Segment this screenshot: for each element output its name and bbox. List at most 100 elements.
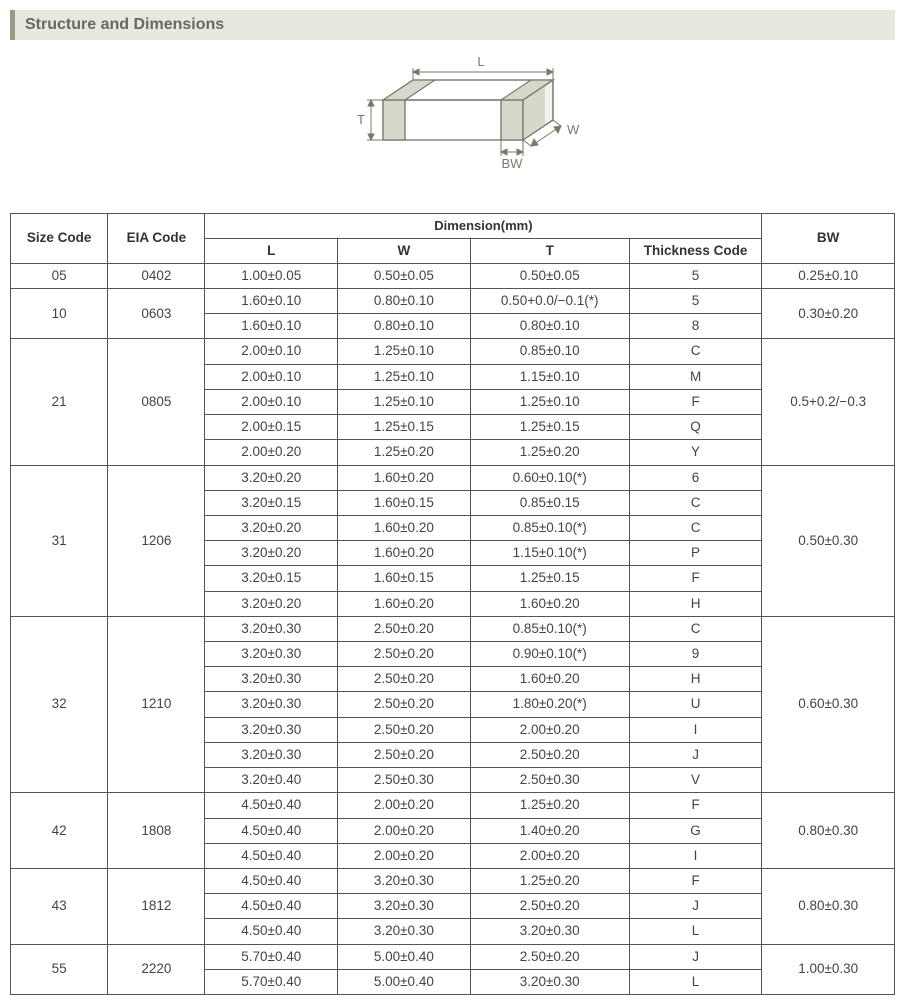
cell-th: M [629, 364, 762, 389]
cell-T: 0.85±0.10(*) [470, 616, 629, 641]
table-row: 3212103.20±0.302.50±0.200.85±0.10(*)C0.6… [11, 616, 895, 641]
cell-W: 2.50±0.20 [338, 642, 471, 667]
cell-L: 5.70±0.40 [205, 969, 338, 994]
cell-L: 3.20±0.40 [205, 768, 338, 793]
cell-T: 1.80±0.20(*) [470, 692, 629, 717]
cell-T: 1.25±0.15 [470, 415, 629, 440]
cell-th: C [629, 490, 762, 515]
cell-L: 1.60±0.10 [205, 288, 338, 313]
cell-T: 3.20±0.30 [470, 969, 629, 994]
cell-th: 5 [629, 263, 762, 288]
cell-th: Q [629, 415, 762, 440]
cell-T: 2.50±0.20 [470, 742, 629, 767]
cell-W: 0.50±0.05 [338, 263, 471, 288]
cell-L: 3.20±0.30 [205, 642, 338, 667]
cell-W: 2.50±0.20 [338, 742, 471, 767]
cell-W: 2.50±0.30 [338, 768, 471, 793]
cell-T: 2.50±0.30 [470, 768, 629, 793]
table-row: 4318124.50±0.403.20±0.301.25±0.20F0.80±0… [11, 869, 895, 894]
cell-L: 3.20±0.30 [205, 742, 338, 767]
cell-L: 2.00±0.10 [205, 339, 338, 364]
cell-T: 1.15±0.10 [470, 364, 629, 389]
cell-W: 1.60±0.20 [338, 591, 471, 616]
cell-T: 2.00±0.20 [470, 717, 629, 742]
cell-W: 1.60±0.15 [338, 490, 471, 515]
cell-T: 0.80±0.10 [470, 314, 629, 339]
cell-th: I [629, 717, 762, 742]
cell-W: 2.00±0.20 [338, 843, 471, 868]
table-body: 0504021.00±0.050.50±0.050.50±0.0550.25±0… [11, 263, 895, 994]
cell-W: 2.50±0.20 [338, 692, 471, 717]
cell-eia-code: 1206 [108, 465, 205, 616]
dimensions-table: Size Code EIA Code Dimension(mm) BW L W … [10, 213, 895, 995]
cell-W: 3.20±0.30 [338, 894, 471, 919]
cell-L: 3.20±0.20 [205, 465, 338, 490]
cell-L: 2.00±0.20 [205, 440, 338, 465]
cell-L: 3.20±0.15 [205, 566, 338, 591]
cell-L: 3.20±0.20 [205, 541, 338, 566]
cell-L: 3.20±0.30 [205, 717, 338, 742]
cell-eia-code: 0603 [108, 288, 205, 338]
table-row: 1006031.60±0.100.80±0.100.50+0.0/−0.1(*)… [11, 288, 895, 313]
dimension-diagram: L T W BW [10, 50, 895, 195]
table-row: 3112063.20±0.201.60±0.200.60±0.10(*)60.5… [11, 465, 895, 490]
table-row: 0504021.00±0.050.50±0.050.50±0.0550.25±0… [11, 263, 895, 288]
cell-th: L [629, 969, 762, 994]
cell-W: 1.60±0.20 [338, 541, 471, 566]
cell-L: 4.50±0.40 [205, 919, 338, 944]
col-header-W: W [338, 238, 471, 263]
cell-L: 1.00±0.05 [205, 263, 338, 288]
cell-bw: 0.80±0.30 [762, 793, 895, 869]
cell-th: F [629, 869, 762, 894]
cell-bw: 0.50±0.30 [762, 465, 895, 616]
cell-W: 2.00±0.20 [338, 818, 471, 843]
cell-W: 1.25±0.10 [338, 364, 471, 389]
cell-L: 3.20±0.30 [205, 667, 338, 692]
section-title: Structure and Dimensions [10, 10, 895, 40]
cell-W: 0.80±0.10 [338, 314, 471, 339]
col-header-T: T [470, 238, 629, 263]
cell-T: 1.60±0.20 [470, 667, 629, 692]
col-header-bw: BW [762, 214, 895, 264]
cell-size-code: 42 [11, 793, 108, 869]
cell-th: H [629, 591, 762, 616]
cell-W: 2.50±0.20 [338, 717, 471, 742]
cell-L: 4.50±0.40 [205, 894, 338, 919]
cell-th: G [629, 818, 762, 843]
cell-size-code: 10 [11, 288, 108, 338]
diagram-label-BW: BW [501, 156, 523, 171]
cell-L: 4.50±0.40 [205, 843, 338, 868]
cell-th: C [629, 515, 762, 540]
cell-size-code: 05 [11, 263, 108, 288]
cell-th: H [629, 667, 762, 692]
cell-W: 5.00±0.40 [338, 944, 471, 969]
cell-th: C [629, 339, 762, 364]
cell-bw: 1.00±0.30 [762, 944, 895, 994]
cell-L: 2.00±0.15 [205, 415, 338, 440]
diagram-label-W: W [567, 122, 580, 137]
cell-L: 2.00±0.10 [205, 389, 338, 414]
cell-eia-code: 1808 [108, 793, 205, 869]
cell-T: 2.50±0.20 [470, 944, 629, 969]
cell-T: 1.15±0.10(*) [470, 541, 629, 566]
cell-th: 5 [629, 288, 762, 313]
cell-size-code: 55 [11, 944, 108, 994]
cell-T: 0.85±0.10 [470, 339, 629, 364]
cell-th: F [629, 389, 762, 414]
cell-W: 3.20±0.30 [338, 869, 471, 894]
cell-size-code: 43 [11, 869, 108, 945]
cell-bw: 0.25±0.10 [762, 263, 895, 288]
cell-T: 0.90±0.10(*) [470, 642, 629, 667]
cell-th: F [629, 793, 762, 818]
cell-L: 3.20±0.15 [205, 490, 338, 515]
cell-T: 0.50±0.05 [470, 263, 629, 288]
cell-th: P [629, 541, 762, 566]
cell-th: L [629, 919, 762, 944]
cell-L: 1.60±0.10 [205, 314, 338, 339]
cell-bw: 0.5+0.2/−0.3 [762, 339, 895, 465]
cell-T: 1.25±0.10 [470, 389, 629, 414]
col-header-thickness: Thickness Code [629, 238, 762, 263]
cell-th: J [629, 894, 762, 919]
table-row: 2108052.00±0.101.25±0.100.85±0.10C0.5+0.… [11, 339, 895, 364]
cell-T: 2.00±0.20 [470, 843, 629, 868]
